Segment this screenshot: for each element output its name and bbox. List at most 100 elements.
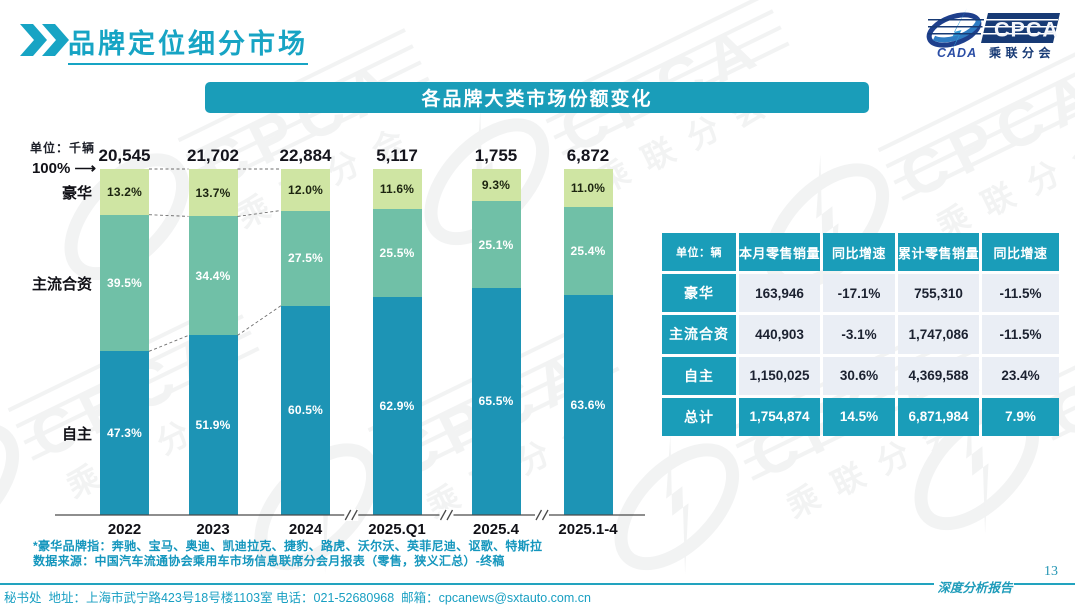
bar-total-label: 22,884 (279, 146, 332, 165)
bar-segment-豪华: 13.2% (100, 169, 149, 215)
footnotes: *豪华品牌指：奔驰、宝马、奥迪、凯迪拉克、捷豹、路虎、沃尔沃、英菲尼迪、讴歌、特… (33, 539, 542, 568)
table-data-cell: 30.6% (823, 356, 895, 395)
table-header-cell: 同比增速 (982, 233, 1059, 272)
bar-segment-percent: 60.5% (287, 403, 324, 418)
bar-segment-percent: 9.3% (481, 178, 511, 193)
bar-segment-percent: 12.0% (287, 182, 324, 197)
bar-segment-percent: 47.3% (106, 426, 143, 441)
table-data-cell: 163,946 (739, 274, 820, 313)
bar-segment-豪华: 13.7% (188, 169, 238, 217)
table-data-cell: -3.1% (823, 315, 895, 354)
series-label-豪华: 豪华 (61, 184, 92, 202)
bar-segment-豪华: 9.3% (471, 169, 521, 202)
bar-segment-主流合资: 25.4% (563, 207, 613, 295)
bar-segment-主流合资: 27.5% (281, 210, 330, 306)
bar-segment-percent: 11.6% (379, 182, 415, 197)
bar-segment-自主: 51.9% (188, 335, 238, 515)
bar-segment-percent: 13.2% (106, 184, 143, 199)
bar-total-label: 21,702 (187, 146, 239, 165)
x-tick-label: 2023 (196, 521, 230, 538)
table-header-cell: 单位：辆 (662, 233, 736, 272)
right-arrow-icon: ⟶ (74, 160, 96, 177)
cpca-logo-swirl: CADA (926, 8, 982, 60)
table-data-cell: 14.5% (823, 397, 895, 436)
x-tick-label: 2022 (107, 521, 142, 538)
bar-segment-自主: 65.5% (471, 288, 521, 515)
bar-segment-主流合资: 25.1% (471, 201, 521, 289)
footer-contact: 秘书处 地址：上海市武宁路423号18号楼1103室 电话：021-526809… (4, 591, 591, 605)
footer-rule-right (1014, 583, 1075, 585)
table-header-cell: 累计零售销量 (898, 233, 979, 272)
table-data-cell: 1,747,086 (898, 315, 979, 354)
bar-segment-percent: 51.9% (195, 418, 231, 433)
page-number: 13 (1044, 564, 1058, 579)
x-tick-label: 2025.1-4 (558, 521, 618, 538)
bar-segment-自主: 60.5% (281, 305, 330, 515)
bar-segment-percent: 39.5% (106, 276, 143, 290)
bar-segment-主流合资: 39.5% (100, 214, 149, 352)
cpca-logo-flag: CPCA (928, 13, 1060, 43)
bar-segment-豪华: 11.0% (563, 169, 613, 208)
report-type-label: 深度分析报告 (937, 581, 1013, 595)
cada-text: CADA (937, 46, 977, 60)
bar-segment-自主: 63.6% (563, 294, 613, 515)
x-tick-label: 2024 (288, 521, 323, 538)
x-tick-label: 2025.Q1 (368, 521, 426, 538)
bar-segment-percent: 13.7% (195, 185, 231, 200)
table-data-cell: 1,754,874 (739, 397, 820, 436)
bar-segment-自主: 47.3% (100, 351, 149, 515)
footnote-luxury-brands: *豪华品牌指：奔驰、宝马、奥迪、凯迪拉克、捷豹、路虎、沃尔沃、英菲尼迪、讴歌、特… (33, 539, 543, 553)
cpca-text: CPCA (994, 18, 1059, 42)
x-tick-label: 2025.4 (473, 521, 519, 538)
bar-total-label: 20,545 (98, 146, 151, 165)
bar-segment-percent: 62.9% (379, 399, 415, 414)
bar-total-label: 1,755 (474, 146, 518, 165)
bar-total-label: 6,872 (566, 146, 610, 165)
table-data-cell: 4,369,588 (898, 356, 979, 395)
footer-rule-left (0, 583, 934, 585)
series-label-自主: 自主 (61, 426, 92, 444)
page-title: 品牌定位细分市场 (68, 22, 308, 65)
title-chevrons-icon (20, 24, 69, 56)
market-data-table: 单位：辆 本月零售销量 同比增速 累计零售销量 同比增速 豪华 163,946 -17.1% 7… (662, 233, 1059, 436)
table-header-cell: 同比增速 (823, 233, 895, 272)
bar-segment-percent: 25.5% (379, 246, 415, 261)
table-data-cell: 7.9% (982, 397, 1059, 436)
hundred-percent-text: 100% (31, 160, 71, 177)
chart-title: 各品牌大类市场份额变化 (421, 89, 653, 110)
bar-segment-percent: 11.0% (570, 181, 606, 196)
table-data-cell: 6,871,984 (898, 397, 979, 436)
table-row-label: 豪华 (662, 274, 736, 313)
table-header-cell: 本月零售销量 (739, 233, 820, 272)
bar-segment-主流合资: 25.5% (372, 209, 422, 298)
bar-segment-percent: 25.1% (478, 237, 514, 252)
table-data-cell: 1,150,025 (739, 356, 820, 395)
cpca-logo-subtitle: 乘联分会 (988, 45, 1055, 60)
table-row-label: 总计 (662, 397, 736, 436)
footnote-data-source: 数据来源：中国汽车流通协会乘用车市场信息联席分会月报表（零售，狭义汇总）-终稿 (33, 553, 505, 568)
table-data-cell: 440,903 (739, 315, 820, 354)
bar-segment-自主: 62.9% (372, 297, 422, 515)
bar-total-label: 5,117 (376, 146, 418, 165)
hundred-percent-marker: 100% ⟶ (8, 159, 96, 177)
bar-segment-豪华: 11.6% (372, 169, 422, 210)
chart-title-banner: 各品牌大类市场份额变化 (205, 82, 869, 113)
table-data-cell: -11.5% (982, 315, 1059, 354)
table-row-label: 主流合资 (662, 315, 736, 354)
table-data-cell: -11.5% (982, 274, 1059, 313)
bar-segment-percent: 34.4% (195, 268, 231, 283)
table-data-cell: -17.1% (823, 274, 895, 313)
cpca-logo: CADA CPCA 乘联分会 (926, 8, 1060, 60)
table-data-cell: 755,310 (898, 274, 979, 313)
table-data-cell: 23.4% (982, 356, 1059, 395)
bar-segment-percent: 65.5% (478, 394, 514, 409)
bar-segment-percent: 27.5% (287, 251, 324, 266)
series-label-主流合资: 主流合资 (31, 276, 92, 293)
table-row-label: 自主 (662, 356, 736, 395)
bar-segment-主流合资: 34.4% (188, 216, 238, 336)
unit-label: 单位：千辆 (30, 141, 96, 155)
bar-segment-percent: 25.4% (570, 243, 606, 258)
bar-segment-豪华: 12.0% (281, 169, 330, 211)
